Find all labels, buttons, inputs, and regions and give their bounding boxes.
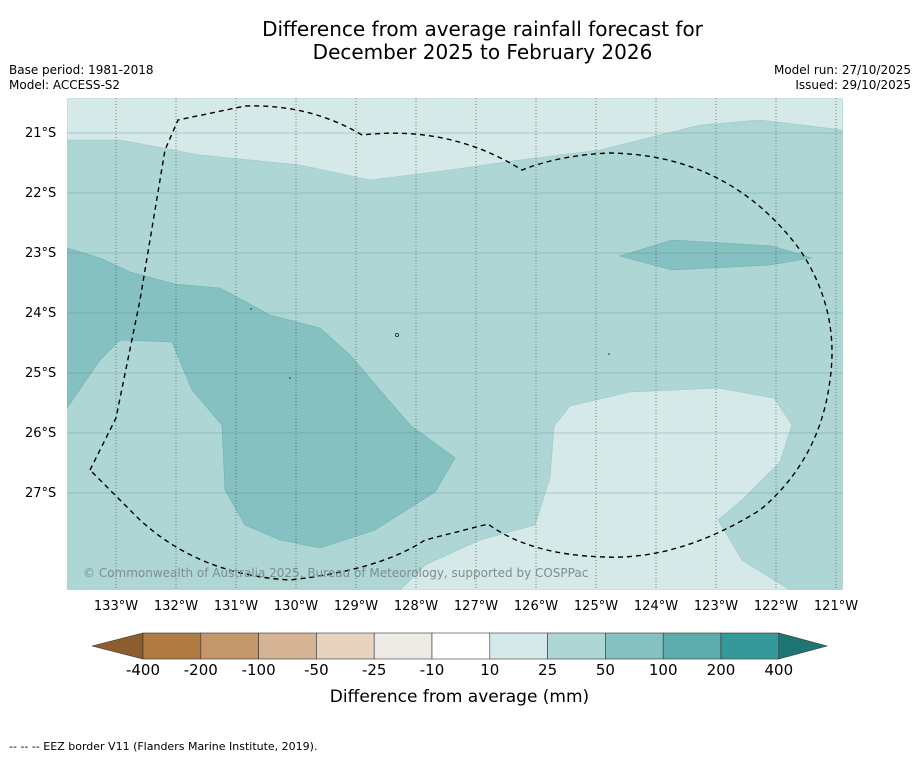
lon-label: 125°W [573,599,619,614]
island [394,332,399,337]
colorbar-segment [547,632,606,660]
island [289,377,291,379]
colorbar-arrow-low [91,632,144,660]
colorbar-tick-label: -200 [183,661,218,679]
colorbar-segment [431,632,491,660]
colorbar-tick-label: 10 [480,661,500,679]
colorbar-segment [316,632,375,660]
colorbar-tick-label: -10 [419,661,445,679]
colorbar-tick-label: -50 [304,661,329,679]
colorbar-label: Difference from average (mm) [329,687,590,707]
issued-date: Issued: 29/10/2025 [795,78,911,92]
map-plot-area: © Commonwealth of Australia 2025, Bureau… [67,98,843,590]
colorbar-tick-label: 400 [764,661,794,679]
colorbar-segment [258,632,317,660]
colorbar-tick-label: 50 [595,661,615,679]
lon-label: 123°W [693,599,739,614]
lat-label: 24°S [25,306,57,321]
colorbar-arrow-high [778,632,829,660]
lat-label: 21°S [25,126,57,141]
colorbar-tick-label: 25 [538,661,558,679]
run-info: Model run: 27/10/2025 Issued: 29/10/2025 [774,63,911,93]
lon-label: 128°W [393,599,439,614]
eez-border [89,105,833,581]
colorbar-segment [373,632,433,660]
model-run-date: Model run: 27/10/2025 [773,63,911,77]
lat-label: 26°S [25,426,57,441]
colorbar-tick-label: -100 [241,661,276,679]
base-period: Base period: 1981-2018 [9,63,154,77]
islands [250,308,610,379]
lat-label: 22°S [25,186,57,201]
lon-label: 127°W [453,599,499,614]
lon-label: 133°W [93,599,139,614]
longitude-gridlines [115,98,837,590]
lat-label: 27°S [25,486,57,501]
lon-label: 131°W [213,599,259,614]
region-10-25-south [399,387,793,590]
region-10-25-north [67,98,843,181]
region-50-100-east [618,239,813,271]
colorbar-segment [489,632,548,660]
model-name: Model: ACCESS-S2 [9,78,121,92]
colorbar-segment [142,632,202,660]
colorbar-segment [605,632,664,660]
colorbar-segment [200,632,259,660]
lon-label: 129°W [333,599,379,614]
colorbar-segment [662,632,722,660]
colorbar-tick-label: -25 [361,661,387,679]
title-line-1: Difference from average rainfall forecas… [262,17,703,41]
lon-label: 130°W [273,599,319,614]
colorbar-tick-label: 200 [706,661,736,679]
lon-label: 124°W [633,599,679,614]
lon-label: 126°W [513,599,559,614]
latitude-gridlines [67,132,843,494]
colorbar-tick-label: -400 [125,661,161,679]
colorbar-tick-label: 100 [648,661,678,679]
island [250,308,252,310]
colorbar-segment [720,632,780,660]
chart-title: Difference from average rainfall forecas… [0,18,919,64]
lon-label: 132°W [153,599,199,614]
colorbar [91,632,829,660]
title-line-2: December 2025 to February 2026 [312,40,653,64]
lat-label: 25°S [25,366,57,381]
eez-footnote: -- -- -- EEZ border V11 (Flanders Marine… [9,740,318,753]
region-50-100-west [67,247,456,549]
copyright-watermark: © Commonwealth of Australia 2025, Bureau… [83,566,588,580]
island [608,353,610,355]
model-info: Base period: 1981-2018 Model: ACCESS-S2 [9,63,154,93]
lat-label: 23°S [25,246,57,261]
lon-label: 121°W [813,599,859,614]
lon-label: 122°W [753,599,799,614]
